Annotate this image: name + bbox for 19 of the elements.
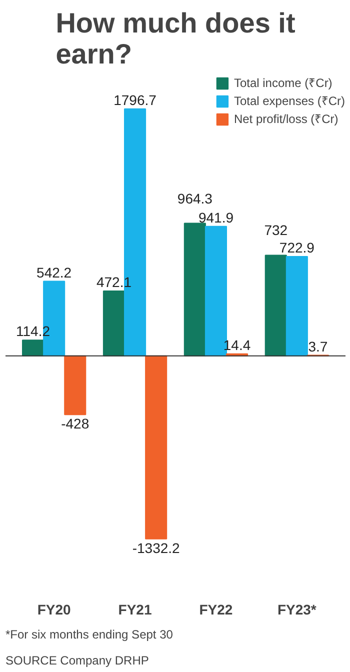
legend-label: Net profit/loss (₹Cr) bbox=[234, 111, 338, 127]
data-label: 1796.7 bbox=[114, 92, 157, 108]
x-tick-label: FY23* bbox=[277, 602, 317, 618]
data-label: 964.3 bbox=[177, 190, 213, 206]
data-label: 722.9 bbox=[279, 239, 315, 256]
x-tick-label: FY21 bbox=[118, 602, 152, 618]
x-tick-label: FY20 bbox=[37, 602, 72, 618]
source-note: SOURCE Company DRHP bbox=[6, 654, 149, 668]
legend-label: Total income (₹Cr) bbox=[234, 75, 332, 91]
data-label: 3.7 bbox=[308, 338, 328, 354]
data-label: 941.9 bbox=[198, 209, 234, 226]
data-label: 542.2 bbox=[36, 264, 72, 280]
data-label: 732 bbox=[264, 222, 288, 238]
data-label: -1332.2 bbox=[132, 540, 180, 556]
chart-title: How much does it earn? bbox=[56, 8, 296, 70]
data-label: -428 bbox=[61, 416, 90, 432]
legend-label: Total expenses (₹Cr) bbox=[234, 93, 345, 109]
text: *For six months ending Sept 30 bbox=[6, 628, 174, 642]
x-tick-label: FY22 bbox=[199, 602, 233, 618]
